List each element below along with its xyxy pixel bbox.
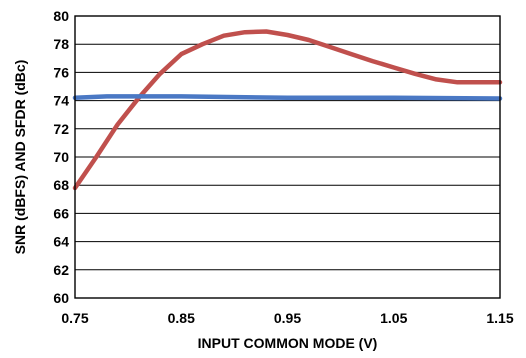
x-tick-label-0.85: 0.85 bbox=[168, 310, 195, 326]
y-tick-label-80: 80 bbox=[53, 8, 69, 24]
y-tick-label-76: 76 bbox=[53, 64, 69, 80]
y-tick-label-62: 62 bbox=[53, 262, 69, 278]
grid bbox=[75, 43, 500, 271]
y-axis-label: SNR (dBFS) AND SFDR (dBc) bbox=[12, 60, 28, 255]
series-line-2 bbox=[72, 94, 503, 101]
plot-frame bbox=[74, 15, 501, 299]
y-tick-label-68: 68 bbox=[53, 177, 69, 193]
y-tick-label-72: 72 bbox=[53, 121, 69, 137]
x-tick-label-0.75: 0.75 bbox=[61, 310, 88, 326]
x-axis-label: INPUT COMMON MODE (V) bbox=[198, 335, 378, 351]
y-tick-label-70: 70 bbox=[53, 149, 69, 165]
y-tick-label-60: 60 bbox=[53, 290, 69, 306]
series-line-1 bbox=[72, 29, 503, 191]
y-tick-labels: 60 62 64 66 68 70 72 74 76 78 80 bbox=[53, 8, 69, 306]
x-tick-label-0.95: 0.95 bbox=[274, 310, 301, 326]
series-layer bbox=[72, 29, 503, 191]
y-tick-label-66: 66 bbox=[53, 205, 69, 221]
y-tick-label-64: 64 bbox=[53, 234, 69, 250]
y-tick-label-74: 74 bbox=[53, 93, 69, 109]
y-tick-label-78: 78 bbox=[53, 36, 69, 52]
x-tick-labels: 0.75 0.85 0.95 1.05 1.15 bbox=[61, 310, 513, 326]
x-tick-label-1.15: 1.15 bbox=[486, 310, 513, 326]
x-tick-label-1.05: 1.05 bbox=[380, 310, 407, 326]
